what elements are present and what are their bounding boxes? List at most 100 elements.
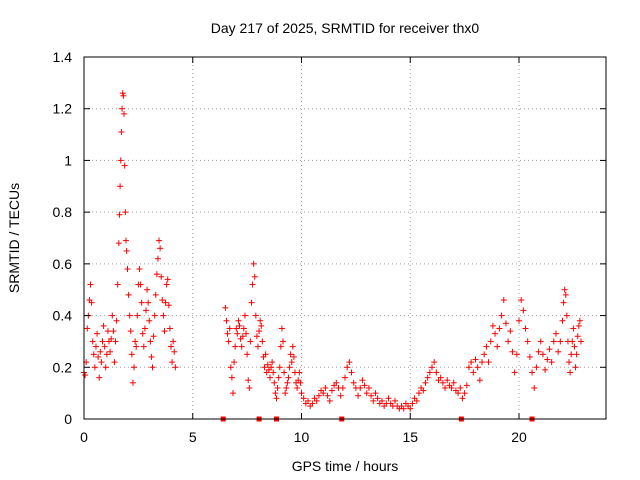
data-point <box>550 338 557 345</box>
data-point <box>231 359 238 366</box>
data-point <box>90 351 97 358</box>
data-point <box>522 325 529 332</box>
data-point <box>448 384 455 391</box>
y-tick-label: 0.4 <box>53 308 73 324</box>
data-point <box>365 384 372 391</box>
data-point <box>170 338 177 345</box>
data-point <box>573 351 580 358</box>
data-point <box>268 364 275 371</box>
data-point <box>574 333 581 340</box>
data-point <box>240 325 247 332</box>
data-point <box>433 369 440 376</box>
data-point <box>359 377 366 384</box>
grid <box>84 57 606 419</box>
y-tick-label: 0.6 <box>53 256 73 272</box>
data-point <box>437 374 444 381</box>
data-point <box>250 260 257 267</box>
data-point <box>117 157 124 164</box>
data-point <box>350 379 357 386</box>
data-point <box>88 299 95 306</box>
data-point <box>575 322 582 329</box>
data-point <box>224 330 231 337</box>
data-point <box>422 379 429 386</box>
data-point <box>288 359 295 366</box>
data-point <box>483 343 490 350</box>
data-point <box>542 366 549 373</box>
data-point <box>442 384 449 391</box>
data-point <box>225 338 232 345</box>
data-point <box>121 162 128 169</box>
data-point <box>112 338 119 345</box>
data-point <box>275 374 282 381</box>
data-point <box>255 343 261 350</box>
data-point <box>479 359 486 366</box>
data-point <box>258 322 265 329</box>
data-point <box>531 384 538 391</box>
data-point <box>577 338 584 345</box>
data-point <box>248 299 255 306</box>
data-point <box>122 237 129 244</box>
data-point <box>104 328 111 335</box>
data-point <box>476 377 483 384</box>
data-point <box>290 353 297 360</box>
data-point <box>233 325 240 332</box>
x-tick-label: 20 <box>511 429 527 445</box>
data-point <box>266 374 273 381</box>
y-tick-label: 1.2 <box>53 101 73 117</box>
x-tick-label: 0 <box>80 429 88 445</box>
data-point <box>157 245 164 252</box>
data-point <box>576 317 583 324</box>
data-point <box>487 338 494 345</box>
data-point <box>392 397 399 404</box>
data-point <box>498 312 505 319</box>
data-point <box>297 379 304 386</box>
data-point <box>158 273 165 280</box>
data-point <box>264 361 271 368</box>
data-point <box>342 374 348 381</box>
data-point <box>123 247 130 254</box>
data-point <box>305 397 312 404</box>
x-axis-label: GPS time / hours <box>292 458 399 474</box>
data-point <box>282 390 289 397</box>
data-point <box>284 379 291 386</box>
data-point <box>109 312 116 319</box>
axis-tick-labels: 0 0.2 0.4 0.6 0.8 1 1.2 1.4 0 5 10 15 20 <box>53 49 527 445</box>
y-tick-label: 1.4 <box>53 49 73 65</box>
data-point <box>505 338 512 345</box>
data-point <box>461 390 468 397</box>
data-point <box>256 328 263 335</box>
data-point <box>494 343 501 350</box>
data-point <box>92 343 99 350</box>
y-tick-label: 0.8 <box>53 204 73 220</box>
data-point <box>128 351 135 358</box>
x-tick-label: 15 <box>402 429 418 445</box>
y-tick-label: 0 <box>64 411 72 427</box>
data-point <box>289 343 296 350</box>
data-point <box>162 299 169 306</box>
data-point <box>137 281 144 288</box>
data-point <box>96 374 103 381</box>
data-point <box>518 297 525 304</box>
data-point <box>492 330 499 337</box>
data-point <box>450 379 457 386</box>
data-point <box>151 312 158 319</box>
data-point <box>431 359 438 366</box>
data-point <box>457 384 464 391</box>
data-point <box>537 338 544 345</box>
data-point <box>298 390 305 397</box>
data-point <box>567 369 574 376</box>
data-point <box>222 304 229 311</box>
data-point <box>409 400 416 407</box>
data-point <box>132 338 139 345</box>
data-point <box>562 291 569 298</box>
data-point <box>533 364 540 371</box>
y-tick-label: 0.2 <box>53 359 73 375</box>
data-point <box>363 390 370 397</box>
data-point <box>370 397 377 404</box>
data-point <box>322 384 329 391</box>
data-point <box>136 266 143 273</box>
data-point <box>570 325 577 332</box>
data-point <box>520 307 527 314</box>
data-point <box>236 322 243 329</box>
data-point <box>269 359 276 366</box>
